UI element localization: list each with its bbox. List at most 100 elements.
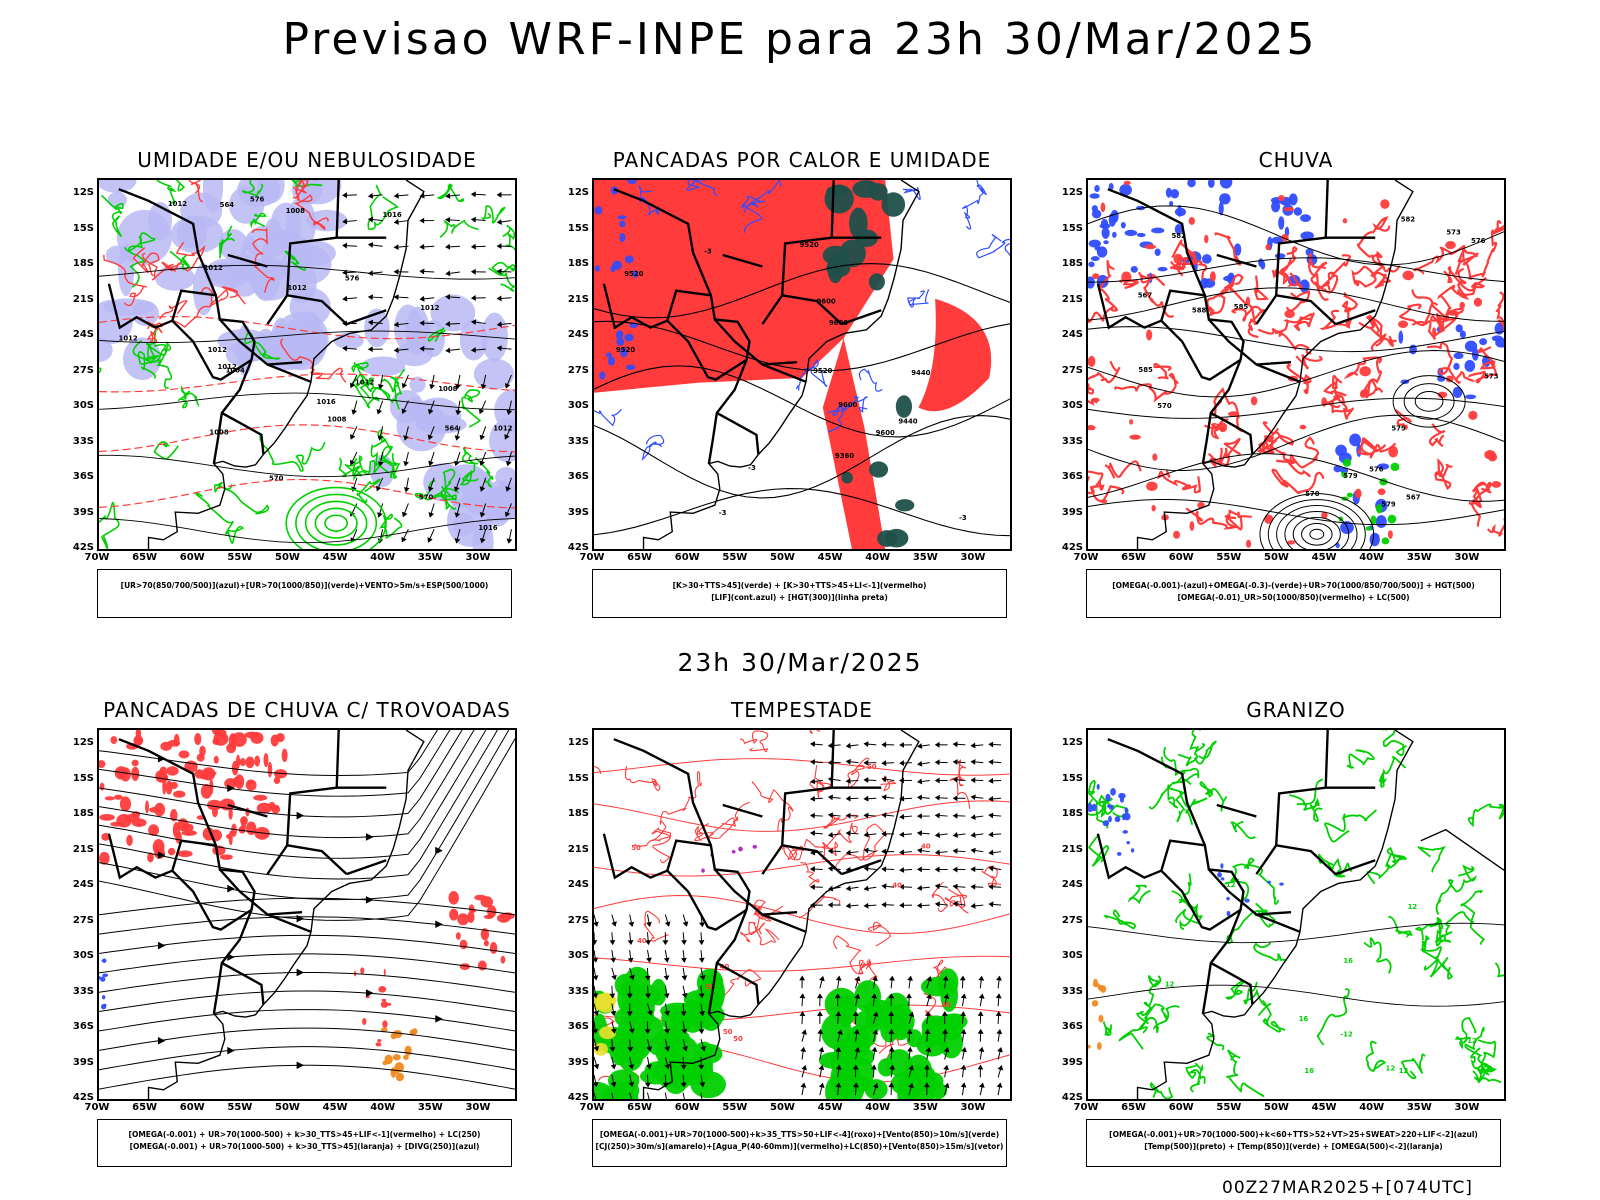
wind-vector xyxy=(881,760,895,767)
wind-vector xyxy=(809,795,823,802)
lon-tick-label: 50W xyxy=(1263,552,1289,563)
lat-tick-label: 30S xyxy=(567,400,589,411)
wind-vector xyxy=(403,477,410,493)
shaded-cell xyxy=(169,781,178,790)
country-border xyxy=(267,911,303,916)
contour-label: -3 xyxy=(704,247,712,255)
contour-line xyxy=(1189,730,1206,753)
wind-vector xyxy=(925,1046,932,1060)
wind-vector xyxy=(647,1092,650,1099)
contour-label: -12 xyxy=(1340,1031,1353,1039)
contour-line xyxy=(902,186,921,201)
shaded-cell xyxy=(1202,254,1212,264)
shaded-cell xyxy=(1271,200,1281,213)
wind-vector xyxy=(970,847,984,854)
coastline xyxy=(147,180,425,549)
wind-vector xyxy=(403,451,409,467)
contour-line xyxy=(833,935,867,975)
lon-tick-label: 35W xyxy=(1406,552,1432,563)
wind-vector xyxy=(863,777,877,783)
contour-line xyxy=(976,233,1010,259)
wind-vector xyxy=(934,759,948,766)
lon-tick-label: 65W xyxy=(1121,1102,1147,1113)
contour-line xyxy=(241,180,264,197)
legend-p6: [OMEGA(-0.001)+UR>70(1000-500)+k<60+TTS>… xyxy=(1086,1119,1501,1167)
contour-line xyxy=(221,286,246,305)
country-border xyxy=(118,738,217,846)
hgt300-contours xyxy=(594,263,1010,537)
shaded-cell xyxy=(457,913,469,926)
lat-tick-label: 27S xyxy=(72,914,94,926)
contour-line xyxy=(1253,942,1288,962)
lat-tick-label: 21S xyxy=(567,293,589,305)
wind-vector xyxy=(988,883,1002,890)
country-border xyxy=(1255,844,1337,876)
country-border xyxy=(1255,294,1337,326)
wind-vector xyxy=(863,902,877,909)
shaded-cell xyxy=(383,968,386,976)
wind-vector xyxy=(888,993,895,1007)
shaded-cell xyxy=(285,197,317,250)
contour-label: 1012 xyxy=(420,304,439,312)
trough-contours xyxy=(1259,493,1375,549)
lat-tick-label: 42S xyxy=(72,542,94,553)
country-border xyxy=(346,859,387,876)
wind-vector xyxy=(594,985,599,999)
wind-vector xyxy=(872,1011,879,1025)
wind-vector xyxy=(506,400,513,416)
shaded-cell xyxy=(1108,182,1114,191)
contour-line xyxy=(1279,246,1298,285)
wind-vector xyxy=(401,374,409,389)
contour-line xyxy=(1127,884,1151,905)
wind-vector xyxy=(626,985,633,999)
storm-orange-cells xyxy=(380,1027,418,1082)
wind-vector xyxy=(496,243,512,250)
shaded-cell xyxy=(1219,193,1231,205)
lat-tick-label: 36S xyxy=(72,1021,94,1032)
contour-line xyxy=(1206,1032,1225,1051)
lat-tick-label: 21S xyxy=(1061,843,1083,855)
shaded-cell xyxy=(1274,253,1286,259)
contour-line xyxy=(795,359,828,391)
streamline xyxy=(99,990,515,1013)
shaded-cell xyxy=(99,851,110,865)
legend-p4: [OMEGA(-0.001) + UR>70(1000-500) + k>30_… xyxy=(97,1119,512,1167)
lat-tick-label: 33S xyxy=(72,435,94,447)
country-border xyxy=(346,309,387,326)
wind-vector xyxy=(899,813,912,820)
wind-vector xyxy=(934,883,948,890)
contour-line xyxy=(748,921,780,946)
temp500-contours xyxy=(1088,922,1504,1007)
wind-vector xyxy=(845,885,859,892)
wind-vector xyxy=(934,777,948,784)
wind-vector xyxy=(646,914,652,928)
wind-vector xyxy=(427,426,435,441)
hail-blue-cells xyxy=(1088,783,1135,856)
lat-tick-label: 15S xyxy=(72,772,94,784)
shaded-cell xyxy=(1377,488,1386,496)
shaded-cell xyxy=(145,800,150,814)
shaded-cell xyxy=(1129,434,1141,440)
shaded-cell xyxy=(100,1004,107,1010)
contour-label: 1012 xyxy=(218,363,237,371)
contour-label: 588 xyxy=(1192,306,1207,314)
wind-vector xyxy=(349,451,358,466)
streamline-arrow xyxy=(296,968,305,977)
contour-line xyxy=(99,330,515,343)
contour-label: 1012 xyxy=(493,424,512,432)
wind-vector xyxy=(889,1064,896,1078)
shaded-cell xyxy=(1098,1014,1104,1023)
contour-line xyxy=(1148,767,1200,810)
wind-vector xyxy=(809,741,823,748)
shaded-cell xyxy=(1144,244,1157,250)
panel-title-p3: CHUVA xyxy=(1258,148,1334,172)
shaded-cell xyxy=(1088,425,1096,431)
shaded-cell xyxy=(213,755,219,764)
wind-vector xyxy=(445,216,460,223)
shaded-cell xyxy=(617,215,627,220)
contour-line xyxy=(743,180,782,233)
shaded-cell xyxy=(1173,253,1183,265)
wind-vector xyxy=(496,268,512,275)
wind-vector xyxy=(801,1029,807,1042)
contour-line xyxy=(1365,1040,1387,1073)
